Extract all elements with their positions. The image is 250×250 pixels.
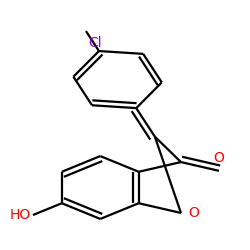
Text: HO: HO [9, 208, 30, 222]
Text: O: O [188, 206, 199, 220]
Text: Cl: Cl [88, 36, 102, 50]
Text: O: O [214, 151, 224, 165]
